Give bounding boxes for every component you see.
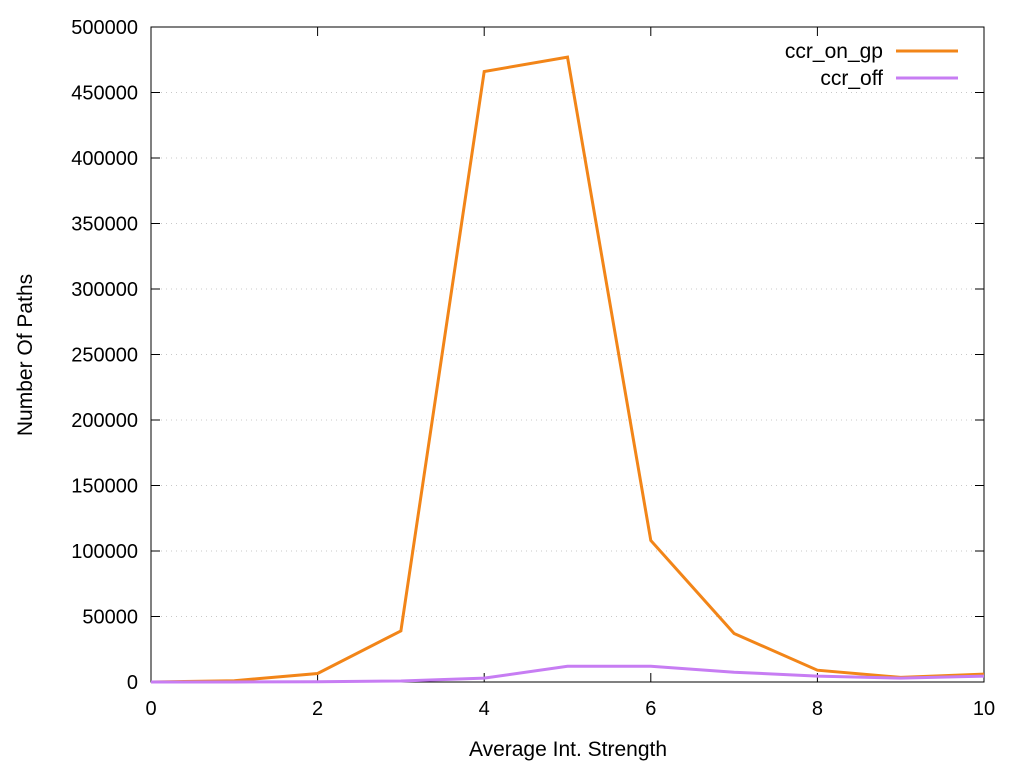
y-tick-label: 100000 xyxy=(71,541,138,563)
y-tick-label: 300000 xyxy=(71,279,138,301)
y-tick-label: 400000 xyxy=(71,148,138,170)
x-tick-label: 0 xyxy=(145,698,156,720)
series-line-ccr_on_gp xyxy=(151,57,984,682)
y-axis-label: Number Of Paths xyxy=(14,274,37,436)
grid-lines xyxy=(151,27,984,617)
x-tick-label: 6 xyxy=(645,698,656,720)
x-tick-label: 2 xyxy=(312,698,323,720)
x-axis-label: Average Int. Strength xyxy=(469,738,667,761)
y-tick-label: 50000 xyxy=(82,607,138,629)
series-lines xyxy=(151,57,984,682)
y-tick-label: 500000 xyxy=(71,17,138,39)
y-tick-label: 250000 xyxy=(71,345,138,367)
x-tick-label: 8 xyxy=(812,698,823,720)
plot-frame xyxy=(151,27,984,682)
x-tick-label: 10 xyxy=(973,698,995,720)
y-tick-label: 150000 xyxy=(71,476,138,498)
plot-border xyxy=(151,27,984,682)
y-tick-label: 200000 xyxy=(71,410,138,432)
y-tick-label: 0 xyxy=(127,672,138,694)
x-tick-label: 4 xyxy=(479,698,490,720)
axis-ticks: 0 50000 100000 150000 200000 250000 300000 3500… xyxy=(71,17,995,720)
legend-label: ccr_on_gp xyxy=(785,40,883,63)
y-tick-label: 450000 xyxy=(71,83,138,105)
legend: ccr_on_gp ccr_off xyxy=(785,40,958,90)
y-tick-label: 350000 xyxy=(71,214,138,236)
legend-label: ccr_off xyxy=(820,67,883,90)
